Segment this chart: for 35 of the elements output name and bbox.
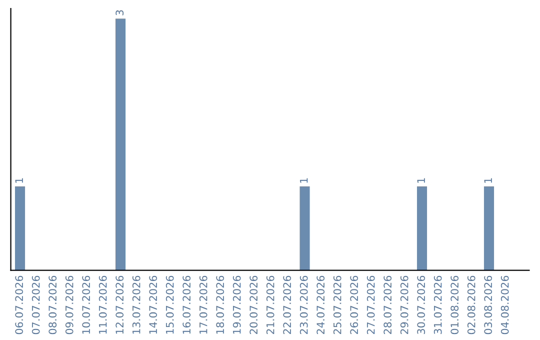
x-tick-label: 04.08.2026 <box>500 276 509 334</box>
x-tick-label: 20.07.2026 <box>250 276 258 334</box>
x-tick-label: 21.07.2026 <box>266 276 274 334</box>
x-tick-label: 16.07.2026 <box>182 276 191 334</box>
x-tick-label: 27.07.2026 <box>366 276 375 334</box>
x-tick-label: 15.07.2026 <box>166 276 174 334</box>
x-tick-label: 14.07.2026 <box>149 276 158 334</box>
data-label: 1 <box>300 178 308 183</box>
x-tick-label: 23.07.2026 <box>300 276 308 334</box>
x-tick-label: 31.07.2026 <box>434 276 442 334</box>
x-tick-label: 29.07.2026 <box>400 276 408 334</box>
x-tick-label: 26.07.2026 <box>350 276 358 334</box>
x-tick-label: 02.08.2026 <box>467 276 476 334</box>
x-tick-label: 24.07.2026 <box>316 276 325 334</box>
x-tick-label: 25.07.2026 <box>333 276 342 334</box>
x-tick-label: 22.07.2026 <box>283 276 292 334</box>
x-tick-label: 19.07.2026 <box>232 276 241 334</box>
x-tick-label: 28.07.2026 <box>384 276 392 334</box>
x-tick-label: 01.08.2026 <box>450 276 459 334</box>
x-tick-label: 07.07.2026 <box>32 276 40 334</box>
data-label: 1 <box>484 178 492 183</box>
x-tick-label: 17.07.2026 <box>199 276 208 334</box>
data-label: 1 <box>15 178 23 183</box>
x-tick-label: 10.07.2026 <box>82 276 90 334</box>
x-tick-label: 11.07.2026 <box>98 276 107 334</box>
x-tick-label: 03.08.2026 <box>484 276 492 334</box>
data-label: 3 <box>116 10 124 16</box>
x-tick-label: 09.07.2026 <box>65 276 74 334</box>
x-tick-label: 18.07.2026 <box>216 276 224 334</box>
x-tick-label: 12.07.2026 <box>116 276 124 334</box>
x-tick-label: 06.07.2026 <box>15 276 24 334</box>
data-label: 1 <box>417 178 425 183</box>
x-tick-label: 30.07.2026 <box>417 276 426 334</box>
x-tick-label: 13.07.2026 <box>132 276 140 334</box>
x-tick-label: 08.07.2026 <box>48 276 57 334</box>
